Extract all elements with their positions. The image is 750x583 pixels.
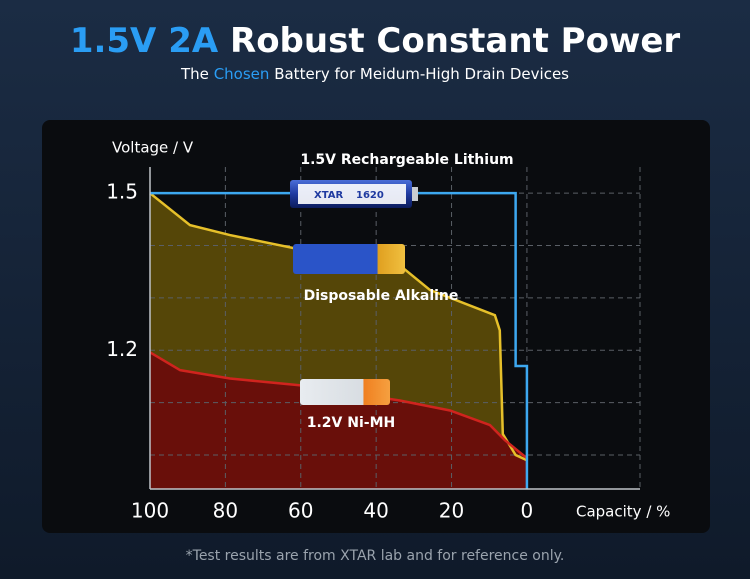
x-tick-label: 80 bbox=[213, 499, 238, 523]
chart-title: 1.5V 2A Robust Constant Power bbox=[70, 21, 681, 61]
plot: 1.5 1.2 100 80 60 40 20 0 bbox=[106, 167, 641, 523]
battery-cap bbox=[412, 187, 418, 201]
battery-band bbox=[298, 184, 406, 204]
line bbox=[149, 351, 528, 460]
subtitle-part: Battery for Meidum-High Drain Devices bbox=[274, 65, 569, 83]
footnote: *Test results are from XTAR lab and for … bbox=[186, 548, 565, 564]
series-label: 1.2V Ni-MH bbox=[307, 415, 395, 431]
y-tick-label: 1.2 bbox=[106, 337, 138, 361]
x-tick-label: 60 bbox=[288, 499, 313, 523]
x-tick-label: 0 bbox=[521, 499, 534, 523]
x-axis-label: Capacity / % bbox=[576, 503, 670, 521]
x-tick-label: 40 bbox=[363, 499, 388, 523]
battery bbox=[293, 244, 405, 274]
title-part: Robust Constant Power bbox=[230, 21, 680, 61]
title-part: 1.5V 2A bbox=[70, 21, 219, 61]
battery-text: XTAR bbox=[314, 190, 343, 201]
battery bbox=[300, 379, 390, 405]
subtitle-part: Chosen bbox=[214, 65, 270, 83]
series-label: 1.5V Rechargeable Lithium bbox=[300, 152, 513, 168]
subtitle-part: The bbox=[180, 65, 209, 83]
series-label: Disposable Alkaline bbox=[304, 288, 459, 304]
y-tick-label: 1.5 bbox=[106, 180, 138, 204]
x-tick-label: 20 bbox=[439, 499, 464, 523]
batteries: XTAR 1620 1.5V Rechargeable Lithium Disposa… bbox=[290, 152, 514, 431]
battery-text: 1620 bbox=[356, 190, 384, 201]
x-tick-label: 100 bbox=[131, 499, 169, 523]
y-axis-label: Voltage / V bbox=[112, 139, 194, 157]
subtitle: The Chosen Battery for Meidum-High Drain… bbox=[180, 65, 569, 83]
